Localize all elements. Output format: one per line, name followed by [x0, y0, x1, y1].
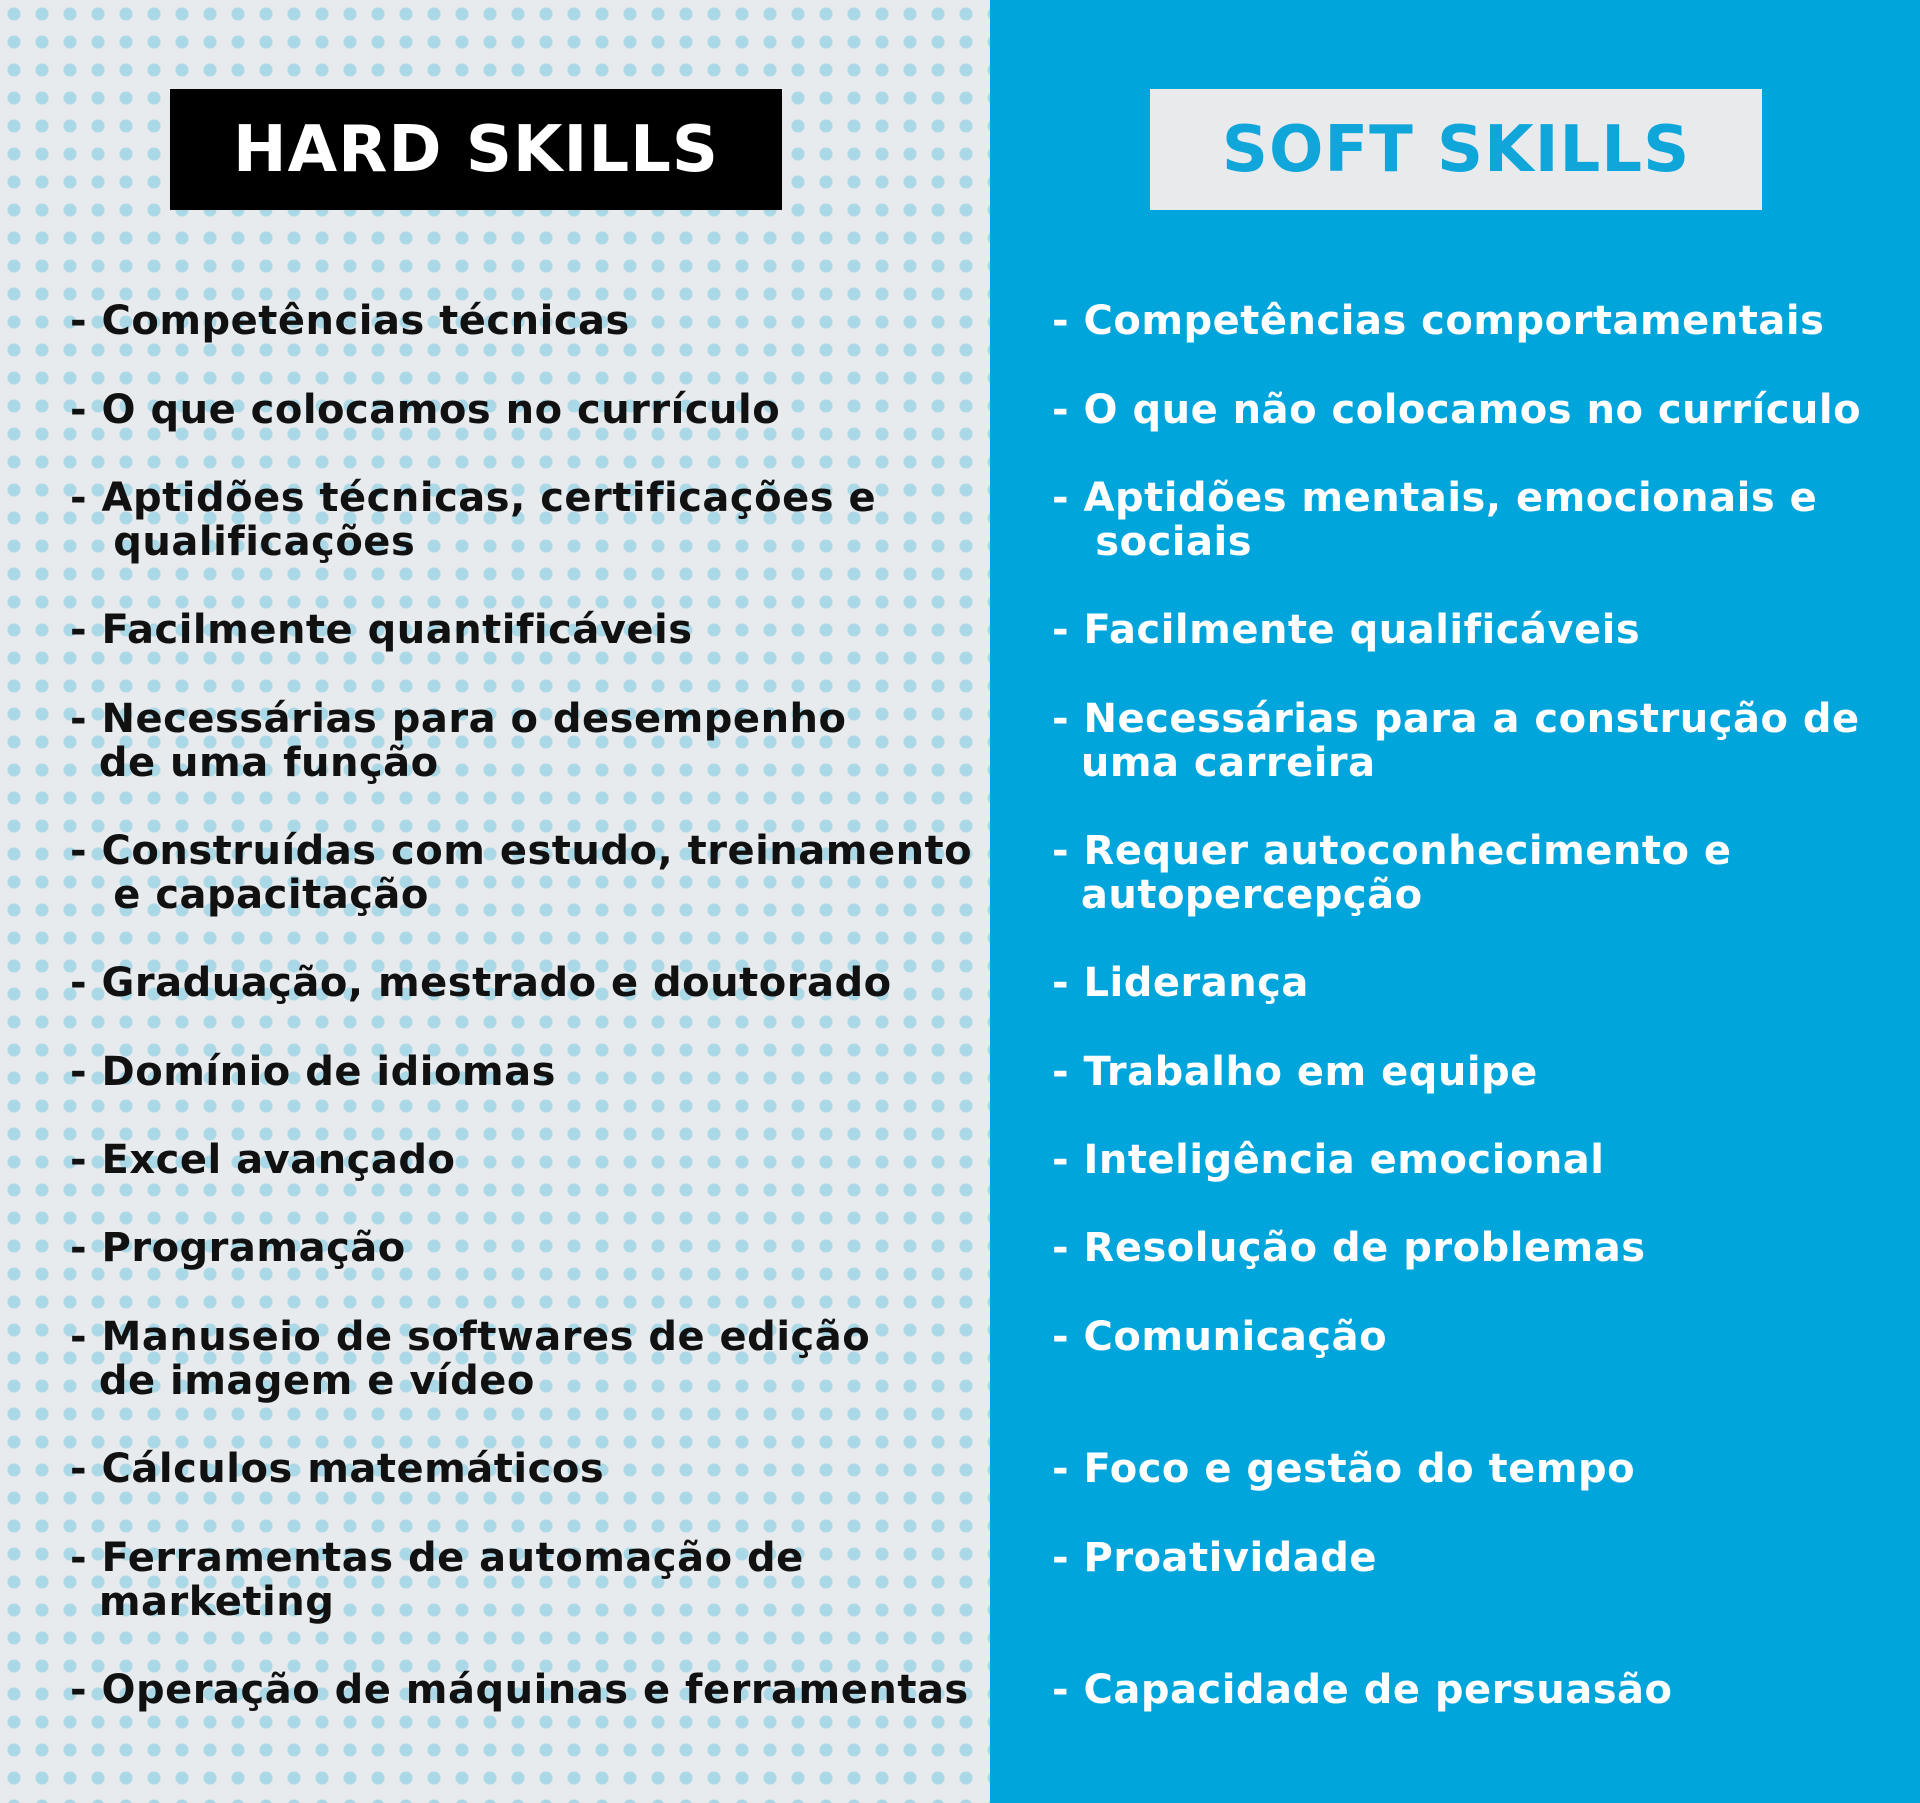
hard-skills-title: HARD SKILLS	[233, 112, 719, 187]
soft-skill-item: - Foco e gestão do tempo	[1052, 1446, 1636, 1492]
soft-skill-item: - Proatividade	[1052, 1535, 1378, 1581]
hard-skill-item: - O que colocamos no currículo	[70, 387, 781, 433]
soft-skill-item: - Liderança	[1052, 960, 1309, 1006]
hard-skill-item: - Ferramentas de automação de marketing	[70, 1535, 804, 1625]
hard-skill-item: - Competências técnicas	[70, 298, 630, 344]
soft-skill-item: - Capacidade de persuasão	[1052, 1667, 1673, 1713]
hard-skills-title-box: HARD SKILLS	[170, 89, 782, 210]
hard-skill-item: - Construídas com estudo, treinamento e …	[70, 828, 973, 918]
soft-skill-item: - Necessárias para a construção de uma c…	[1052, 696, 1860, 786]
hard-skill-item: - Graduação, mestrado e doutorado	[70, 960, 892, 1006]
soft-skill-item: - O que não colocamos no currículo	[1052, 387, 1862, 433]
soft-skill-item: - Trabalho em equipe	[1052, 1049, 1538, 1095]
soft-skill-item: - Requer autoconhecimento e autopercepçã…	[1052, 828, 1732, 918]
hard-skill-item: - Excel avançado	[70, 1137, 456, 1183]
hard-skill-item: - Cálculos matemáticos	[70, 1446, 605, 1492]
hard-skill-item: - Necessárias para o desempenho de uma f…	[70, 696, 847, 786]
hard-skill-item: - Facilmente quantificáveis	[70, 607, 693, 653]
soft-skill-item: - Comunicação	[1052, 1314, 1388, 1360]
hard-skill-item: - Domínio de idiomas	[70, 1049, 556, 1095]
soft-skill-item: - Inteligência emocional	[1052, 1137, 1605, 1183]
soft-skill-item: - Competências comportamentais	[1052, 298, 1825, 344]
soft-skills-panel	[990, 0, 1920, 1803]
hard-skill-item: - Aptidões técnicas, certificações e qua…	[70, 475, 877, 565]
hard-skill-item: - Manuseio de softwares de edição de ima…	[70, 1314, 871, 1404]
soft-skill-item: - Resolução de problemas	[1052, 1225, 1646, 1271]
hard-skills-panel	[0, 0, 990, 1803]
soft-skill-item: - Aptidões mentais, emocionais e sociais	[1052, 475, 1818, 565]
soft-skills-title: SOFT SKILLS	[1221, 112, 1691, 187]
hard-skill-item: - Programação	[70, 1225, 406, 1271]
soft-skills-title-box: SOFT SKILLS	[1150, 89, 1762, 210]
soft-skill-item: - Facilmente qualificáveis	[1052, 607, 1641, 653]
hard-skill-item: - Operação de máquinas e ferramentas	[70, 1667, 969, 1713]
